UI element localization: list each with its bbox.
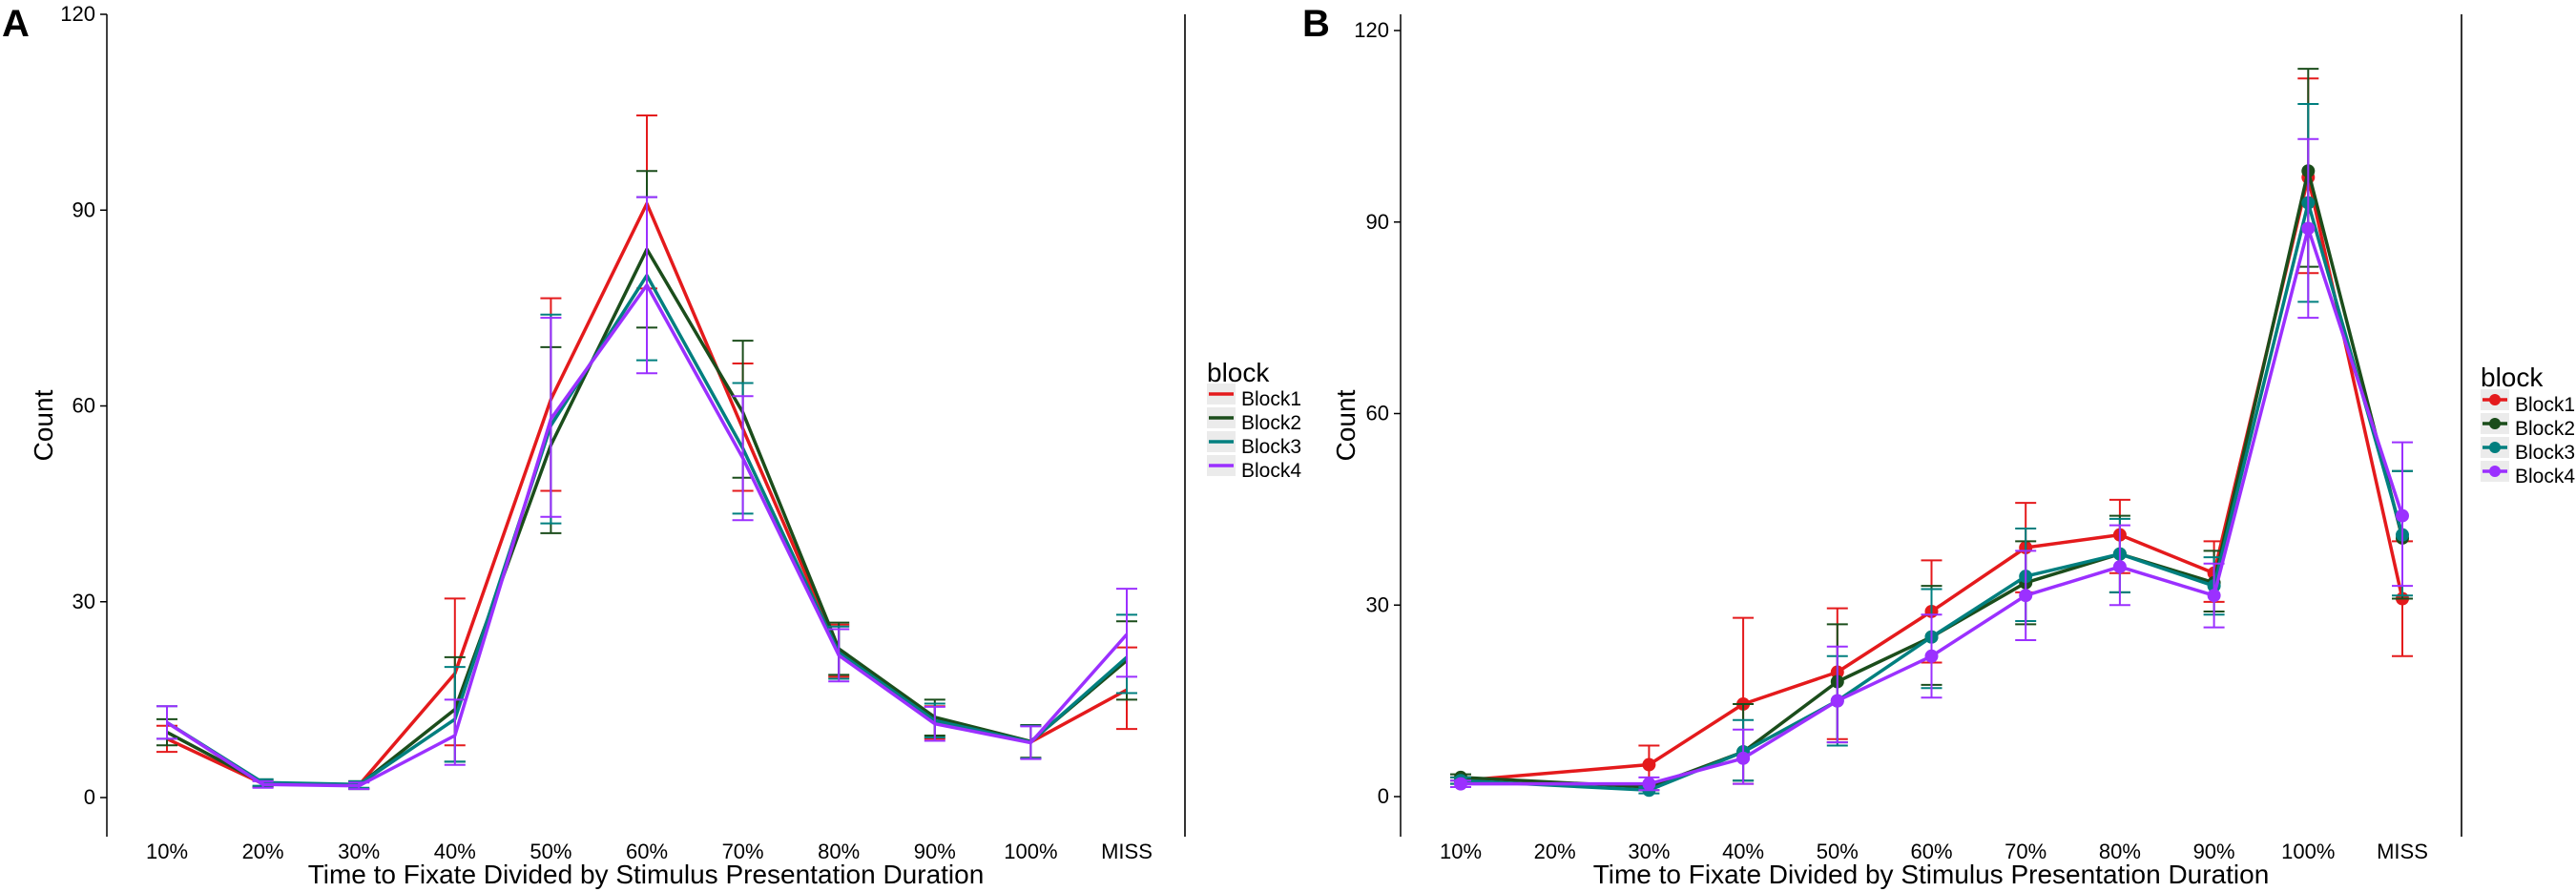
legend-label-block4: Block4 bbox=[1241, 460, 1301, 482]
series-line-block4 bbox=[1461, 226, 2404, 786]
panel-b-plot-area bbox=[1401, 14, 2462, 837]
legend-label-block1: Block1 bbox=[2515, 394, 2575, 416]
panel-b-x-axis-title: Time to Fixate Divided by Stimulus Prese… bbox=[1593, 860, 2270, 889]
x-tick-label: 10% bbox=[1440, 840, 1482, 863]
panel-a-x-ticks: 10% 20% 30% 40% 50% 60% 70% 80% 90% 100%… bbox=[146, 840, 1153, 863]
x-tick-label: 50% bbox=[530, 840, 571, 863]
x-tick-label: 80% bbox=[818, 840, 860, 863]
legend-label-block3: Block3 bbox=[2515, 442, 2575, 464]
error-bar bbox=[1116, 588, 1137, 678]
x-tick-label: 40% bbox=[1722, 840, 1764, 863]
legend-title: block bbox=[2481, 363, 2544, 392]
y-tick-label: 60 bbox=[1366, 402, 1389, 425]
x-tick-label: 90% bbox=[914, 840, 956, 863]
y-tick-label: 90 bbox=[1366, 210, 1389, 234]
legend-key-marker bbox=[2489, 466, 2501, 477]
x-tick-label: MISS bbox=[1101, 840, 1153, 863]
x-tick-label: 90% bbox=[2193, 840, 2235, 863]
panel-b-series bbox=[1450, 68, 2413, 798]
data-point bbox=[1642, 777, 1656, 791]
panel-b-y-ticks: 0 30 60 90 120 bbox=[1354, 18, 1401, 808]
y-tick-label: 0 bbox=[84, 785, 95, 809]
x-tick-label: 70% bbox=[2005, 840, 2046, 863]
series-line-block4 bbox=[166, 283, 1129, 788]
panel-a-label: A bbox=[2, 3, 30, 45]
panel-b-legend: block Block1 Block2 Block3 Block4 bbox=[2481, 363, 2575, 487]
legend-key-marker bbox=[2489, 418, 2501, 429]
x-tick-label: 70% bbox=[722, 840, 764, 863]
legend-label-block3: Block3 bbox=[1241, 436, 1301, 458]
legend-title: block bbox=[1207, 358, 1270, 387]
y-tick-label: 30 bbox=[1366, 592, 1389, 616]
x-tick-label: 40% bbox=[434, 840, 476, 863]
data-point bbox=[2301, 221, 2316, 236]
panel-b-y-axis-title: Count bbox=[1331, 389, 1361, 461]
data-point bbox=[1830, 694, 1844, 708]
x-tick-label: 10% bbox=[146, 840, 188, 863]
y-tick-label: 90 bbox=[73, 197, 95, 221]
panel-b-label: B bbox=[1302, 3, 1330, 45]
legend-key-marker bbox=[2489, 394, 2501, 405]
y-tick-label: 60 bbox=[73, 394, 95, 418]
legend-label-block2: Block2 bbox=[1241, 412, 1301, 434]
panel-a-y-axis-title: Count bbox=[29, 389, 58, 461]
x-tick-label: 20% bbox=[1534, 840, 1576, 863]
x-tick-label: 100% bbox=[1004, 840, 1057, 863]
x-tick-label: 100% bbox=[2281, 840, 2335, 863]
panel-a-x-axis-title: Time to Fixate Divided by Stimulus Prese… bbox=[308, 860, 985, 889]
data-point bbox=[2019, 589, 2033, 603]
x-tick-label: 20% bbox=[242, 840, 284, 863]
panel-b: B 0 30 60 90 120 10% 20% 30% 40% 50% 60%… bbox=[1302, 3, 2575, 889]
series-block4 bbox=[156, 196, 1137, 791]
legend-label-block1: Block1 bbox=[1241, 388, 1301, 410]
x-tick-label: 60% bbox=[1910, 840, 1952, 863]
panel-a-series bbox=[156, 114, 1137, 791]
y-tick-label: 120 bbox=[60, 2, 95, 26]
legend-label-block2: Block2 bbox=[2515, 418, 2575, 440]
data-point bbox=[1924, 649, 1939, 663]
data-point bbox=[1454, 777, 1467, 791]
y-tick-label: 120 bbox=[1354, 18, 1389, 42]
x-tick-label: 80% bbox=[2099, 840, 2141, 863]
y-tick-label: 0 bbox=[1378, 784, 1389, 808]
x-tick-label: MISS bbox=[2377, 840, 2428, 863]
series-block4 bbox=[1450, 137, 2413, 792]
data-point bbox=[1642, 757, 1656, 772]
legend-key-marker bbox=[2489, 442, 2501, 453]
data-point bbox=[2207, 589, 2221, 603]
x-tick-label: 60% bbox=[626, 840, 668, 863]
x-tick-label: 30% bbox=[1628, 840, 1670, 863]
panel-a-legend: block Block1 Block2 Block3 Block4 bbox=[1207, 358, 1301, 482]
panel-b-x-ticks: 10% 20% 30% 40% 50% 60% 70% 80% 90% 100%… bbox=[1440, 840, 2428, 863]
panel-a: A 0 30 60 90 120 10% 20% 30% 40% 50% 60%… bbox=[2, 2, 1301, 889]
legend-label-block4: Block4 bbox=[2515, 466, 2575, 487]
x-tick-label: 30% bbox=[338, 840, 380, 863]
y-tick-label: 30 bbox=[73, 590, 95, 613]
data-point bbox=[1736, 751, 1751, 765]
panel-a-y-ticks: 0 30 60 90 120 bbox=[60, 2, 107, 809]
data-point bbox=[2396, 508, 2409, 523]
data-point bbox=[2112, 560, 2127, 574]
x-tick-label: 50% bbox=[1817, 840, 1859, 863]
